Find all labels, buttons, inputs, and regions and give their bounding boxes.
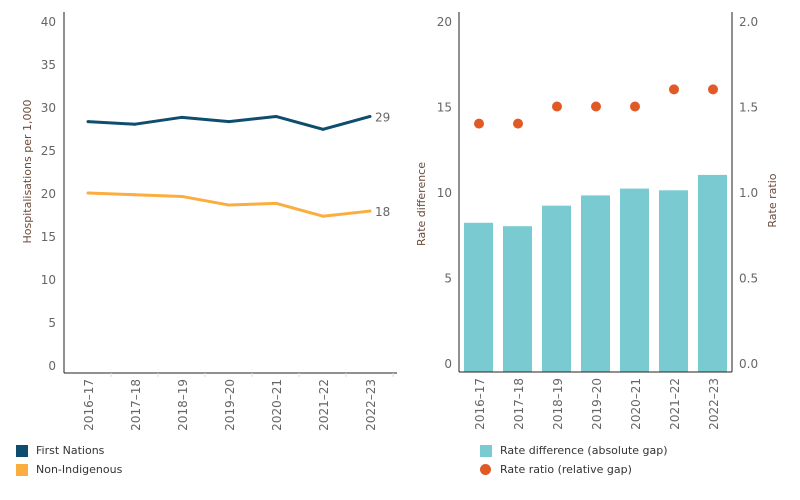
data-point [368, 114, 372, 118]
y-tick-label: 10 [41, 273, 56, 287]
data-point [227, 203, 231, 207]
data-point [321, 214, 325, 218]
y2-tick-label: 1.0 [739, 186, 758, 200]
legend-swatch [16, 444, 28, 457]
x-tick-label: 2020–21 [270, 379, 284, 431]
legend-item-non-indigenous: Non-Indigenous [16, 463, 122, 476]
data-point [274, 114, 278, 118]
data-point [321, 127, 325, 131]
x-tick-label: 2021–22 [668, 378, 682, 430]
y-tick-label: 10 [437, 186, 452, 200]
x-tick-label: 2017–18 [512, 378, 526, 430]
y2-tick-label: 0.5 [739, 272, 758, 286]
x-tick-label: 2018–19 [176, 379, 190, 431]
y-tick-label: 0 [444, 357, 452, 371]
y-axis-title: Hospitalisations per 1,000 [21, 100, 34, 244]
legend-label: Rate difference (absolute gap) [500, 444, 668, 457]
x-tick-label: 2022–23 [707, 378, 721, 430]
y-tick-label: 5 [444, 272, 452, 286]
legend-item-first-nations: First Nations [16, 444, 104, 457]
y-tick-label: 20 [41, 187, 56, 201]
data-point [368, 209, 372, 213]
legend-label: Non-Indigenous [36, 463, 123, 476]
y-tick-label: 15 [41, 230, 56, 244]
bar-rate-difference [503, 226, 532, 372]
x-tick-label: 2016–17 [473, 378, 487, 430]
dot-rate-ratio [474, 118, 484, 129]
data-point [274, 201, 278, 205]
bar-rate-difference [464, 222, 493, 372]
y-tick-label: 5 [48, 316, 56, 330]
bar-rate-difference [620, 188, 649, 372]
data-point [86, 191, 90, 195]
y2-axis-title: Rate ratio [766, 173, 779, 227]
x-tick-label: 2019–20 [223, 379, 237, 431]
dot-rate-ratio [669, 84, 679, 95]
y-tick-label: 30 [41, 101, 56, 115]
y-tick-label: 35 [41, 58, 56, 72]
bar-rate-difference [542, 205, 571, 372]
x-tick-label: 2019–20 [590, 378, 604, 430]
bar-rate-difference [581, 195, 610, 372]
legend-swatch [16, 463, 28, 476]
dot-rate-ratio [513, 118, 523, 129]
legend-label: Rate ratio (relative gap) [500, 463, 632, 476]
x-tick-label: 2021–22 [317, 379, 331, 431]
x-tick-label: 2017–18 [129, 379, 143, 431]
y-tick-label: 20 [437, 15, 452, 29]
bar-rate-difference [659, 190, 688, 372]
y-axis-title: Rate difference [415, 162, 428, 246]
end-label: 29 [375, 110, 390, 124]
x-tick-label: 2022–23 [364, 379, 378, 431]
y-tick-label: 40 [41, 15, 56, 29]
dot-rate-ratio [552, 101, 562, 112]
x-tick-label: 2018–19 [551, 378, 565, 430]
y2-tick-label: 2.0 [739, 15, 758, 29]
legend-item-rate-difference: Rate difference (absolute gap) [480, 444, 668, 457]
legend-marker [480, 464, 491, 475]
data-point [86, 120, 90, 124]
end-label: 18 [375, 205, 390, 219]
y-tick-label: 25 [41, 144, 56, 158]
y-tick-label: 0 [48, 359, 56, 373]
y-tick-label: 15 [437, 101, 452, 115]
bar-rate-difference [698, 174, 727, 372]
x-tick-label: 2020–21 [629, 378, 643, 430]
data-point [180, 194, 184, 198]
dot-rate-ratio [708, 84, 718, 95]
y2-tick-label: 0.0 [739, 357, 758, 371]
data-point [133, 193, 137, 197]
data-point [180, 115, 184, 119]
dot-rate-ratio [630, 101, 640, 112]
data-point [227, 120, 231, 124]
legend-item-rate-ratio: Rate ratio (relative gap) [480, 463, 632, 476]
data-point [133, 122, 137, 126]
dot-rate-ratio [591, 101, 601, 112]
y2-tick-label: 1.5 [739, 101, 758, 115]
legend-swatch [480, 444, 492, 457]
legend-label: First Nations [36, 444, 105, 457]
x-tick-label: 2016–17 [82, 379, 96, 431]
